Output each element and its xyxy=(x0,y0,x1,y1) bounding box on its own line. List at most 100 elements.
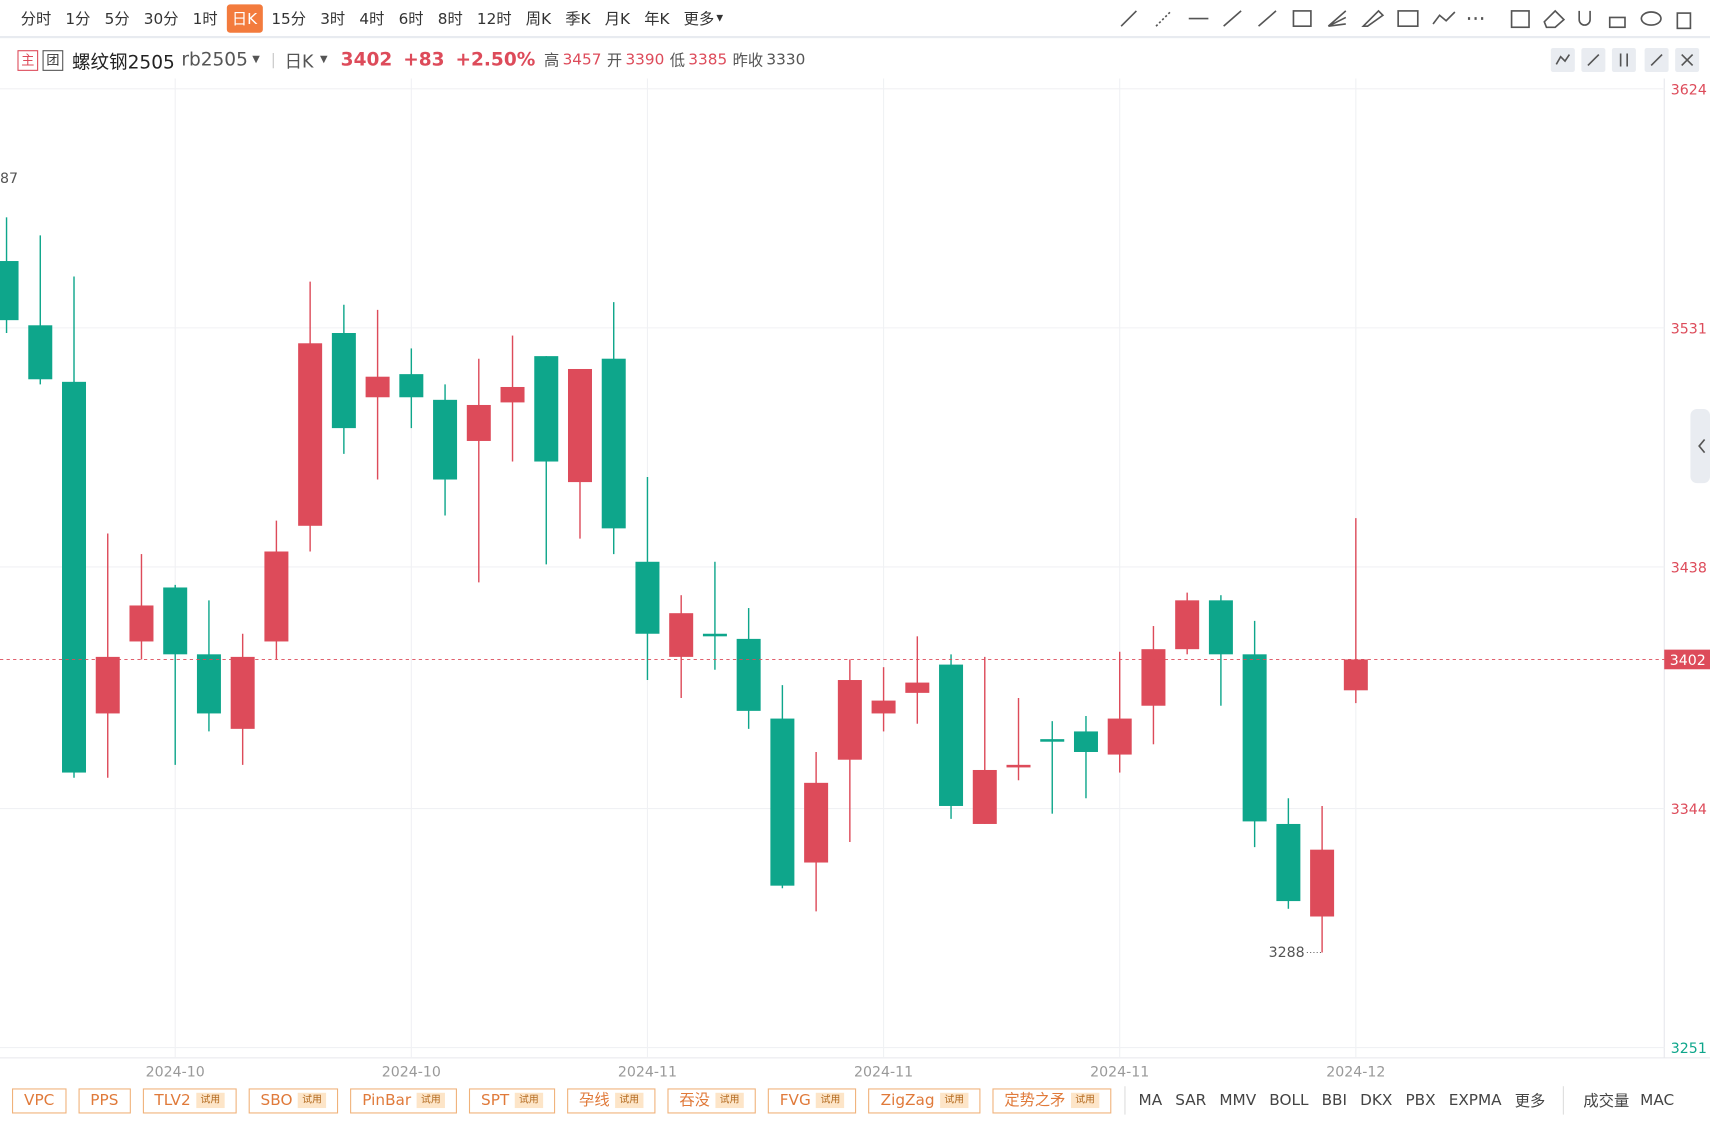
tool-icon[interactable] xyxy=(1361,9,1385,27)
label: 开 xyxy=(606,52,623,70)
study-button[interactable]: BBI xyxy=(1321,1091,1348,1110)
tool-icon[interactable] xyxy=(1155,10,1172,27)
x-tick-label: 2024-11 xyxy=(618,1064,677,1080)
dropdown-caret[interactable]: ▼ xyxy=(320,54,328,66)
signal-button[interactable]: SBO 试用 xyxy=(248,1087,339,1113)
tool-icon[interactable] xyxy=(1640,11,1662,26)
study-button[interactable]: MMV xyxy=(1219,1091,1257,1110)
signal-button[interactable]: VPC xyxy=(11,1087,67,1113)
chart: 3251 3344 3438 3531 3624 2024-10 2024-10 2024-1… xyxy=(0,78,1710,1080)
symbol-code[interactable]: rb2505 xyxy=(181,49,248,71)
candle-body xyxy=(129,605,154,642)
x-tick-label: 2024-12 xyxy=(1326,1064,1385,1080)
candle-body xyxy=(0,261,19,321)
badge[interactable]: 团 xyxy=(42,49,64,71)
signal-name: ZigZag xyxy=(880,1091,935,1109)
tool-icon[interactable] xyxy=(1223,10,1242,27)
signal-button[interactable]: 孕线 试用 xyxy=(567,1087,656,1113)
signal-name: PinBar xyxy=(362,1091,412,1109)
tool-icon[interactable] xyxy=(1432,11,1456,25)
study-button[interactable]: MAC xyxy=(1640,1091,1675,1110)
study-button[interactable]: EXPMA xyxy=(1448,1091,1502,1110)
more-button[interactable]: 更多 xyxy=(683,10,715,28)
candle-body xyxy=(736,638,761,711)
tool-icon[interactable] xyxy=(1510,10,1530,29)
value: 3330 xyxy=(766,51,806,69)
candle-body xyxy=(95,656,120,714)
change-pct: +2.50% xyxy=(455,49,536,71)
interval-button[interactable]: 5分 xyxy=(104,10,130,28)
candle-body xyxy=(534,356,559,462)
candle-body xyxy=(1208,600,1233,655)
control-button[interactable] xyxy=(1611,47,1636,72)
candle-body xyxy=(500,386,525,403)
interval-button[interactable]: 1分 xyxy=(65,10,91,28)
tool-icon[interactable] xyxy=(1292,10,1312,27)
candle-body xyxy=(837,680,862,760)
signal-name: FVG xyxy=(779,1091,811,1109)
tool-icon[interactable] xyxy=(1578,10,1591,26)
candle-body xyxy=(804,782,829,863)
candle-body xyxy=(939,664,964,806)
label: 低 xyxy=(669,52,686,70)
interval-toolbar: 分时 1分 5分 30分 1时 日K 15分 3时 4时 6时 8时 12时 周K 季K 月K 年K 更多 ▼ xyxy=(0,0,1710,39)
tool-icon[interactable] xyxy=(1327,10,1347,27)
interval-button[interactable]: 12时 xyxy=(476,10,512,28)
signal-button[interactable]: FVG 试用 xyxy=(767,1087,857,1113)
interval-button[interactable]: 3时 xyxy=(320,10,346,28)
signal-button[interactable]: PPS xyxy=(78,1087,131,1113)
interval-button[interactable]: 分时 xyxy=(20,10,52,28)
badge[interactable]: 主 xyxy=(17,49,39,71)
study-button[interactable]: DKX xyxy=(1360,1091,1393,1110)
tool-icon[interactable] xyxy=(1120,10,1137,27)
label: 昨收 xyxy=(732,52,764,70)
signal-button[interactable]: ZigZag 试用 xyxy=(868,1087,981,1113)
interval-button[interactable]: 15分 xyxy=(271,10,307,28)
tool-icon[interactable] xyxy=(1258,10,1277,27)
signal-name: VPC xyxy=(23,1091,55,1109)
signal-button[interactable]: PinBar 试用 xyxy=(350,1087,458,1113)
candle-body xyxy=(163,587,188,655)
candle-body xyxy=(669,613,694,657)
trial-tag: 试用 xyxy=(615,1092,644,1109)
x-tick-label: 2024-11 xyxy=(854,1064,913,1080)
tool-icon[interactable] xyxy=(1543,9,1566,29)
tool-icon[interactable] xyxy=(1608,16,1626,29)
tool-icon[interactable] xyxy=(1397,10,1419,27)
interval-button[interactable]: 年K xyxy=(644,10,670,28)
study-button[interactable]: MA xyxy=(1138,1091,1163,1110)
interval-button[interactable]: 日K xyxy=(226,3,263,33)
dropdown-caret[interactable]: ▼ xyxy=(252,54,260,66)
study-button[interactable]: PBX xyxy=(1405,1091,1436,1110)
signal-button[interactable]: SPT 试用 xyxy=(469,1087,556,1113)
interval-button[interactable]: 6时 xyxy=(398,10,424,28)
interval-button[interactable]: 季K xyxy=(565,10,591,28)
interval-button[interactable]: 周K xyxy=(525,10,552,28)
signal-name: 吞没 xyxy=(679,1091,710,1109)
study-button[interactable]: BOLL xyxy=(1269,1091,1309,1110)
more-button[interactable]: 更多 xyxy=(1514,1092,1546,1111)
candle-body xyxy=(466,404,491,441)
signal-button[interactable]: 定势之矛 试用 xyxy=(992,1087,1112,1113)
y-tick-label: 3438 xyxy=(1671,560,1707,576)
candle-body xyxy=(365,376,390,398)
interval-button[interactable]: 30分 xyxy=(143,10,179,28)
candle-body xyxy=(1343,659,1368,691)
study-button[interactable]: SAR xyxy=(1175,1091,1207,1110)
low-label: 3288 xyxy=(1269,945,1305,961)
signal-button[interactable]: 吞没 试用 xyxy=(667,1087,756,1113)
interval-button[interactable]: 1时 xyxy=(192,10,218,28)
dropdown-caret[interactable]: ▼ xyxy=(716,13,724,23)
indicator-bar: VPC PPS TLV2 试用 SBO 试用 PinBar 试用 SPT 试用 孕线 试用 吞没 试用 FV… xyxy=(0,1084,1710,1117)
period[interactable]: 日K xyxy=(284,51,314,72)
signal-button[interactable]: TLV2 试用 xyxy=(142,1087,237,1113)
value: 3385 xyxy=(688,51,728,69)
signal-name: TLV2 xyxy=(154,1091,191,1109)
interval-button[interactable]: 8时 xyxy=(437,10,463,28)
divider xyxy=(1124,1086,1126,1115)
candle-body xyxy=(1175,600,1200,650)
volume-button[interactable]: 成交量 xyxy=(1583,1092,1630,1111)
interval-button[interactable]: 4时 xyxy=(359,10,385,28)
interval-button[interactable]: 月K xyxy=(604,10,631,28)
tool-icon[interactable] xyxy=(1676,12,1692,30)
